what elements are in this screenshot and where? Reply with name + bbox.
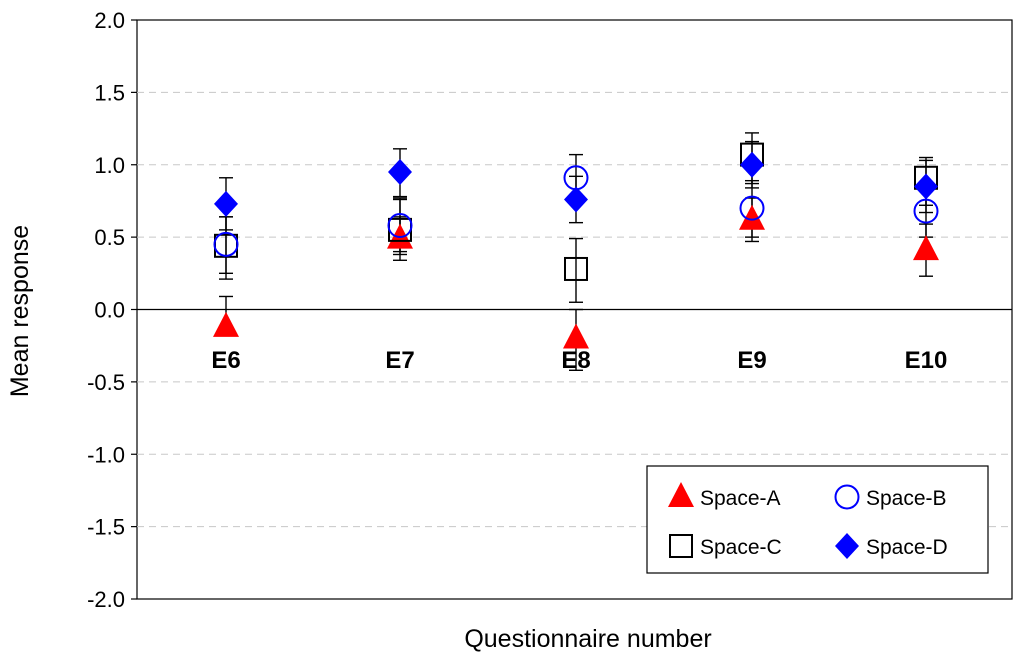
legend: Space-A Space-B Space-C Space-D — [646, 465, 989, 574]
point-space-a — [913, 235, 939, 261]
point-space-d — [564, 186, 588, 213]
point-space-b — [213, 231, 239, 257]
y-tick-label: 2.0 — [94, 8, 125, 33]
legend-box — [646, 465, 989, 574]
point-space-b — [387, 213, 413, 239]
point-space-b — [739, 195, 765, 221]
point-space-c — [564, 256, 588, 281]
category-label: E6 — [211, 347, 240, 374]
y-tick-label: -0.5 — [87, 370, 125, 395]
legend-label: Space-C — [700, 536, 782, 559]
point-space-a — [739, 204, 765, 230]
y-tick-label: -1.5 — [87, 515, 125, 540]
y-tick-label: 0.5 — [94, 225, 125, 250]
category-label: E7 — [385, 347, 414, 374]
y-tick-label: 0.0 — [94, 298, 125, 323]
y-axis: 2.0 1.5 1.0 0.5 0.0 -0.5 -1.0 -1.5 -2.0 — [87, 8, 137, 612]
legend-marker-space-a — [668, 482, 694, 507]
point-space-b — [913, 198, 939, 224]
legend-marker-space-b — [834, 484, 860, 510]
point-space-a — [563, 323, 589, 349]
gridlines — [137, 91, 1012, 528]
y-tick-label: 1.0 — [94, 153, 125, 178]
legend-marker-space-d — [835, 533, 859, 559]
y-tick-label: -2.0 — [87, 587, 125, 612]
x-axis-title: Questionnaire number — [464, 625, 711, 653]
category-label: E10 — [905, 347, 948, 374]
legend-marker-space-c — [669, 534, 693, 558]
point-space-d — [914, 173, 938, 200]
y-axis-title: Mean response — [6, 225, 34, 397]
y-tick-label: -1.0 — [87, 442, 125, 467]
point-space-d — [214, 190, 238, 217]
point-space-d — [740, 151, 764, 178]
legend-label: Space-A — [700, 487, 781, 510]
data-markers — [213, 142, 939, 349]
legend-label: Space-D — [866, 536, 948, 559]
y-tick-label: 1.5 — [94, 80, 125, 105]
legend-label: Space-B — [866, 487, 947, 510]
point-space-d — [388, 158, 412, 185]
category-label: E9 — [737, 347, 766, 374]
point-space-a — [213, 311, 239, 337]
